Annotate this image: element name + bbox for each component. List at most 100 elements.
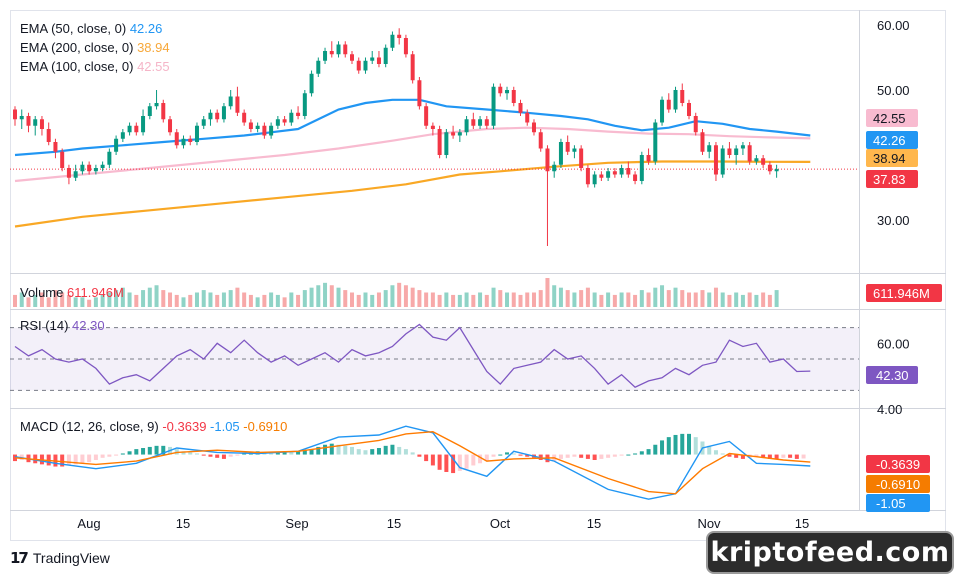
candle-body xyxy=(242,112,247,123)
macd-histogram-bar xyxy=(60,454,65,467)
macd-histogram-bar xyxy=(73,454,78,465)
macd-histogram-bar xyxy=(558,454,563,459)
candle-body xyxy=(329,51,334,55)
volume-bar xyxy=(606,292,611,307)
volume-bar xyxy=(478,292,483,307)
volume-bar xyxy=(734,292,739,307)
volume-bar xyxy=(518,294,523,307)
volume-bar xyxy=(174,294,179,307)
y-tick-label: 30.00 xyxy=(877,213,910,228)
price-badge: 37.83 xyxy=(873,172,906,187)
ema-legend-0-label: EMA (50, close, 0) xyxy=(20,21,130,36)
volume-bar xyxy=(60,292,65,307)
macd-histogram-bar xyxy=(565,454,570,458)
macd-histogram-bar xyxy=(511,453,516,455)
volume-bar xyxy=(255,297,260,307)
candle-body xyxy=(424,106,429,126)
volume-bar xyxy=(633,294,638,307)
volume-bar xyxy=(201,290,206,307)
candle-body xyxy=(194,125,199,142)
macd-histogram-bar xyxy=(336,444,341,455)
candle-body xyxy=(363,60,368,71)
volume-bars xyxy=(13,278,779,307)
macd-histogram-bar xyxy=(633,453,638,455)
candle-body xyxy=(107,151,112,165)
volume-bar xyxy=(370,294,375,307)
candle-body xyxy=(451,132,456,136)
candle-body xyxy=(592,174,597,185)
volume-bar xyxy=(579,290,584,307)
volume-bar xyxy=(73,297,78,307)
candle-body xyxy=(397,34,402,38)
rsi-badge: 42.30 xyxy=(876,368,909,383)
candle-body xyxy=(687,103,691,116)
volume-bar xyxy=(134,294,139,307)
macd-histogram-bar xyxy=(134,449,139,455)
candle-body xyxy=(383,47,388,64)
macd-histogram-bar xyxy=(370,449,375,455)
volume-bar xyxy=(33,294,38,307)
volume-bar xyxy=(215,294,220,307)
macd-histogram-bar xyxy=(403,449,408,455)
candle-body xyxy=(302,93,307,116)
kriptofeed-watermark: kriptofeed.com xyxy=(706,531,954,574)
volume-bar xyxy=(343,290,348,307)
volume-bar xyxy=(262,294,267,307)
volume-bar xyxy=(754,294,759,307)
macd-histogram-bar xyxy=(720,453,725,455)
volume-bar xyxy=(451,294,456,307)
macd-histogram-bar xyxy=(680,433,685,455)
volume-bar xyxy=(592,292,597,307)
x-tick-label: Sep xyxy=(285,516,308,531)
candle-body xyxy=(114,138,119,152)
rsi-line-group xyxy=(14,323,811,388)
macd-histogram-bar xyxy=(794,454,799,459)
macd-histogram-bar xyxy=(350,446,354,455)
macd-histogram-bar xyxy=(451,454,456,474)
tradingview-logo[interactable]: 17 TradingView xyxy=(10,549,110,567)
candle-body xyxy=(545,148,550,172)
candle-body xyxy=(100,164,105,168)
candle-body xyxy=(174,132,179,146)
volume-bar xyxy=(242,292,247,307)
volume-bar xyxy=(444,292,449,307)
volume-bar xyxy=(491,287,496,307)
macd-histogram-bar xyxy=(221,454,226,459)
volume-bar xyxy=(747,292,752,307)
macd-histogram-bar xyxy=(107,454,112,457)
candle-body xyxy=(606,171,611,178)
volume-bar xyxy=(572,292,577,307)
candle-body xyxy=(228,96,233,107)
candle-body xyxy=(558,142,563,165)
volume-bar xyxy=(761,292,766,307)
candle-body xyxy=(275,119,280,126)
volume-bar xyxy=(612,294,617,307)
price-badge-bg xyxy=(866,170,918,188)
candle-body xyxy=(201,119,206,126)
rsi-legend-label: RSI (14) xyxy=(20,318,72,333)
ema-legend-2: EMA (100, close, 0) 42.55 xyxy=(20,59,170,74)
macd-histogram-bar xyxy=(66,454,71,466)
candle-body xyxy=(680,90,685,103)
volume-bar xyxy=(585,287,590,307)
candle-body xyxy=(262,125,267,136)
macd-histogram-bar xyxy=(761,454,766,458)
macd-badge: -0.6910 xyxy=(876,477,920,492)
y-tick-label: 60.00 xyxy=(877,18,910,33)
candle-body xyxy=(235,96,240,113)
macd-histogram-bar xyxy=(430,454,435,466)
macd-line-1 xyxy=(14,430,811,495)
candle-body xyxy=(444,132,449,155)
candle-body xyxy=(316,60,321,74)
candle-body xyxy=(93,168,98,172)
candle-body xyxy=(208,112,213,120)
volume-bar xyxy=(107,292,112,307)
volume-bar xyxy=(397,282,402,307)
candle-body xyxy=(66,168,71,178)
macd-histogram-bar xyxy=(141,448,146,455)
macd-histogram-bar xyxy=(599,454,604,459)
y-tick-label: 50.00 xyxy=(877,83,910,98)
candle-body xyxy=(269,125,274,136)
ema-line-0 xyxy=(14,98,811,157)
candle-body xyxy=(376,57,381,64)
